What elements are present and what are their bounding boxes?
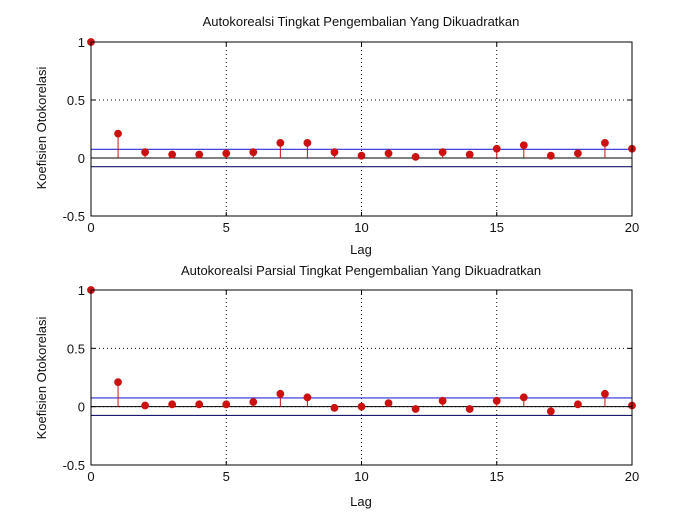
pacf-plot-background — [91, 290, 632, 465]
pacf-y-tick-label: -0.5 — [63, 458, 85, 473]
pacf-panel: Autokorealsi Parsial Tingkat Pengembalia… — [34, 263, 639, 509]
acf-marker-lag-18 — [574, 149, 582, 158]
pacf-plot-area: 0 5 10 15 20-0.500.51 — [63, 283, 640, 484]
acf-plot-background — [91, 42, 632, 216]
pacf-x-tick-label: 0 — [87, 469, 94, 484]
pacf-marker-lag-9 — [330, 403, 339, 412]
pacf-marker-lag-19 — [601, 389, 609, 398]
acf-marker-lag-11 — [384, 149, 393, 158]
acf-x-tick-label: 0 — [87, 220, 94, 235]
pacf-marker-lag-5 — [222, 400, 231, 409]
acf-x-axis-label: Lag — [350, 242, 372, 257]
pacf-marker-lag-4 — [195, 400, 204, 409]
pacf-x-tick-label: 10 — [354, 469, 368, 484]
pacf-marker-lag-15 — [492, 396, 501, 405]
acf-y-tick-label: 0 — [78, 151, 85, 166]
acf-y-tick-label: -0.5 — [63, 209, 85, 224]
acf-marker-lag-8 — [303, 139, 312, 147]
pacf-marker-lag-17 — [546, 407, 555, 416]
acf-y-tick-label: 0.5 — [67, 93, 85, 108]
pacf-marker-lag-13 — [438, 396, 447, 405]
pacf-marker-lag-18 — [574, 400, 582, 409]
acf-y-tick-label: 1 — [78, 35, 85, 50]
acf-panel: Autokorealsi Tingkat Pengembalian Yang D… — [34, 14, 639, 257]
pacf-chart-title: Autokorealsi Parsial Tingkat Pengembalia… — [181, 263, 541, 278]
acf-y-axis-label: Koefisien Otokorelasi — [34, 66, 49, 189]
acf-marker-lag-9 — [330, 148, 339, 157]
acf-marker-lag-4 — [195, 150, 204, 159]
pacf-marker-lag-12 — [411, 405, 420, 413]
acf-marker-lag-17 — [546, 151, 555, 160]
acf-marker-lag-6 — [249, 148, 258, 157]
acf-marker-lag-2 — [141, 148, 150, 157]
pacf-marker-lag-8 — [303, 393, 312, 402]
acf-marker-lag-13 — [438, 148, 447, 157]
pacf-marker-lag-6 — [249, 398, 258, 406]
acf-x-tick-label: 10 — [354, 220, 368, 235]
pacf-marker-lag-16 — [519, 393, 528, 402]
pacf-y-tick-label: 0 — [78, 400, 85, 415]
acf-marker-lag-14 — [465, 150, 474, 159]
pacf-marker-lag-1 — [114, 378, 122, 387]
pacf-y-tick-label: 0.5 — [67, 341, 85, 356]
acf-marker-lag-3 — [168, 150, 177, 159]
acf-x-tick-label: 5 — [223, 220, 230, 235]
acf-marker-lag-15 — [492, 144, 501, 153]
acf-x-tick-label: 15 — [490, 220, 504, 235]
pacf-marker-lag-10 — [357, 402, 366, 411]
acf-marker-lag-7 — [276, 139, 285, 147]
acf-chart-title: Autokorealsi Tingkat Pengembalian Yang D… — [203, 14, 520, 29]
pacf-marker-lag-11 — [384, 399, 393, 408]
acf-marker-lag-12 — [411, 152, 420, 161]
pacf-y-axis-label: Koefisien Otokorelasi — [34, 316, 49, 439]
pacf-y-tick-label: 1 — [78, 283, 85, 298]
acf-x-tick-label: 20 — [625, 220, 639, 235]
pacf-marker-lag-14 — [465, 405, 474, 413]
pacf-marker-lag-3 — [168, 400, 177, 409]
acf-marker-lag-19 — [601, 139, 609, 147]
pacf-marker-lag-7 — [276, 389, 285, 398]
acf-marker-lag-1 — [114, 129, 122, 138]
pacf-marker-lag-2 — [141, 401, 150, 410]
pacf-x-axis-label: Lag — [350, 494, 372, 509]
acf-marker-lag-10 — [357, 151, 366, 160]
acf-plot-area: 0 5 10 15 20-0.500.51 — [63, 35, 640, 235]
pacf-x-tick-label: 20 — [625, 469, 639, 484]
acf-marker-lag-5 — [222, 149, 231, 158]
pacf-x-tick-label: 15 — [490, 469, 504, 484]
acf-marker-lag-16 — [519, 141, 528, 150]
pacf-x-tick-label: 5 — [223, 469, 230, 484]
